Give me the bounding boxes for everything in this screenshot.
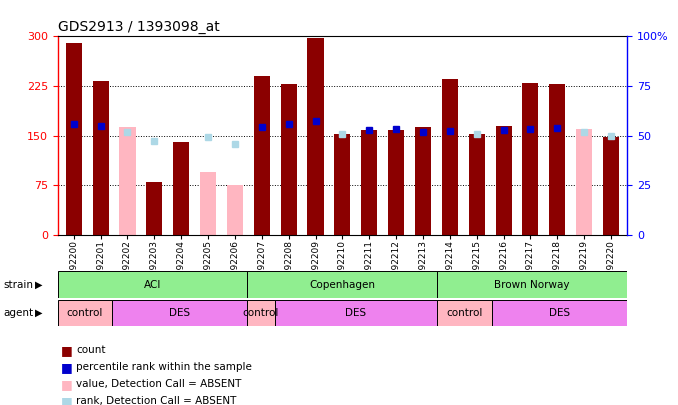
Text: GDS2913 / 1393098_at: GDS2913 / 1393098_at <box>58 20 220 34</box>
Bar <box>146 182 163 235</box>
Text: DES: DES <box>549 308 570 318</box>
Bar <box>437 271 627 298</box>
Bar <box>496 126 512 235</box>
Text: strain: strain <box>3 279 33 290</box>
Text: ■: ■ <box>61 378 73 391</box>
Text: ACI: ACI <box>144 279 161 290</box>
Text: count: count <box>76 345 106 355</box>
Text: ▶: ▶ <box>35 279 43 290</box>
Bar <box>307 38 323 235</box>
Text: control: control <box>243 308 279 318</box>
Bar <box>254 76 270 235</box>
Text: Brown Norway: Brown Norway <box>494 279 570 290</box>
Text: Copenhagen: Copenhagen <box>309 279 376 290</box>
Bar <box>93 81 108 235</box>
Text: percentile rank within the sample: percentile rank within the sample <box>76 362 252 372</box>
Bar <box>549 84 565 235</box>
Bar <box>576 129 592 235</box>
Text: rank, Detection Call = ABSENT: rank, Detection Call = ABSENT <box>76 396 237 405</box>
Bar <box>415 127 431 235</box>
Text: ■: ■ <box>61 361 73 374</box>
Bar <box>442 79 458 235</box>
Bar <box>247 300 275 326</box>
Bar <box>281 84 297 235</box>
Text: value, Detection Call = ABSENT: value, Detection Call = ABSENT <box>76 379 241 389</box>
Text: agent: agent <box>3 308 33 318</box>
Bar <box>200 172 216 235</box>
Bar <box>112 300 247 326</box>
Bar <box>227 185 243 235</box>
Text: DES: DES <box>345 308 367 318</box>
Bar <box>66 43 82 235</box>
Bar <box>119 127 136 235</box>
Text: control: control <box>446 308 483 318</box>
Bar <box>247 271 437 298</box>
Bar <box>58 300 112 326</box>
Bar <box>603 137 619 235</box>
Bar <box>361 130 378 235</box>
Bar <box>58 271 247 298</box>
Bar <box>468 134 485 235</box>
Bar <box>275 300 437 326</box>
Text: ■: ■ <box>61 344 73 357</box>
Text: DES: DES <box>169 308 191 318</box>
Bar <box>522 83 538 235</box>
Bar <box>492 300 627 326</box>
Bar <box>388 130 404 235</box>
Bar <box>334 134 351 235</box>
Text: control: control <box>66 308 103 318</box>
Bar <box>173 142 189 235</box>
Bar <box>437 300 492 326</box>
Text: ▶: ▶ <box>35 308 43 318</box>
Text: ■: ■ <box>61 395 73 405</box>
